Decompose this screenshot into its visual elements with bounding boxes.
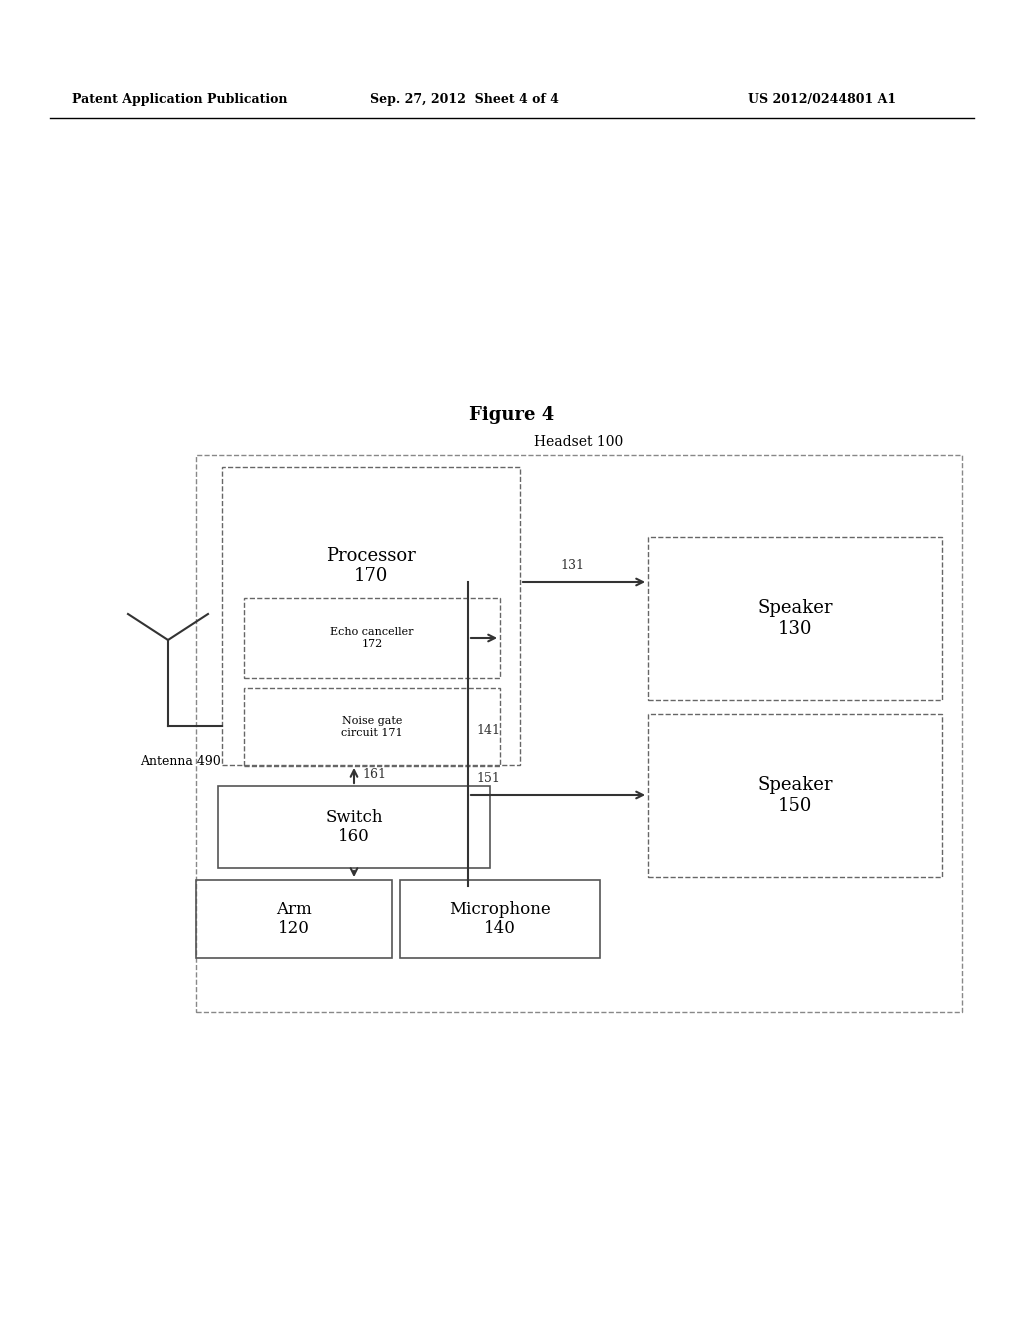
- Text: Patent Application Publication: Patent Application Publication: [72, 94, 288, 107]
- Bar: [196, 880, 392, 958]
- Text: Microphone
140: Microphone 140: [450, 900, 551, 937]
- Text: Echo canceller
172: Echo canceller 172: [331, 627, 414, 649]
- Text: Arm
120: Arm 120: [276, 900, 312, 937]
- Text: Sep. 27, 2012  Sheet 4 of 4: Sep. 27, 2012 Sheet 4 of 4: [370, 94, 559, 107]
- Text: Switch
160: Switch 160: [326, 809, 383, 845]
- Text: Speaker
150: Speaker 150: [758, 776, 833, 814]
- Text: Speaker
130: Speaker 130: [758, 599, 833, 638]
- Bar: [196, 455, 962, 1012]
- Bar: [244, 688, 500, 766]
- Text: Processor
170: Processor 170: [326, 546, 416, 585]
- Bar: [648, 537, 942, 700]
- Text: Figure 4: Figure 4: [469, 407, 555, 424]
- Text: Noise gate
circuit 171: Noise gate circuit 171: [341, 717, 402, 738]
- Bar: [244, 598, 500, 678]
- Text: 161: 161: [362, 768, 386, 781]
- Bar: [218, 785, 490, 869]
- Text: 131: 131: [560, 558, 584, 572]
- Text: 141: 141: [476, 725, 500, 738]
- Text: Headset 100: Headset 100: [535, 436, 624, 449]
- Text: US 2012/0244801 A1: US 2012/0244801 A1: [748, 94, 896, 107]
- Bar: [222, 467, 520, 766]
- Text: 151: 151: [476, 772, 500, 785]
- Bar: [648, 714, 942, 876]
- Text: Antenna 490: Antenna 490: [140, 755, 221, 768]
- Bar: [400, 880, 600, 958]
